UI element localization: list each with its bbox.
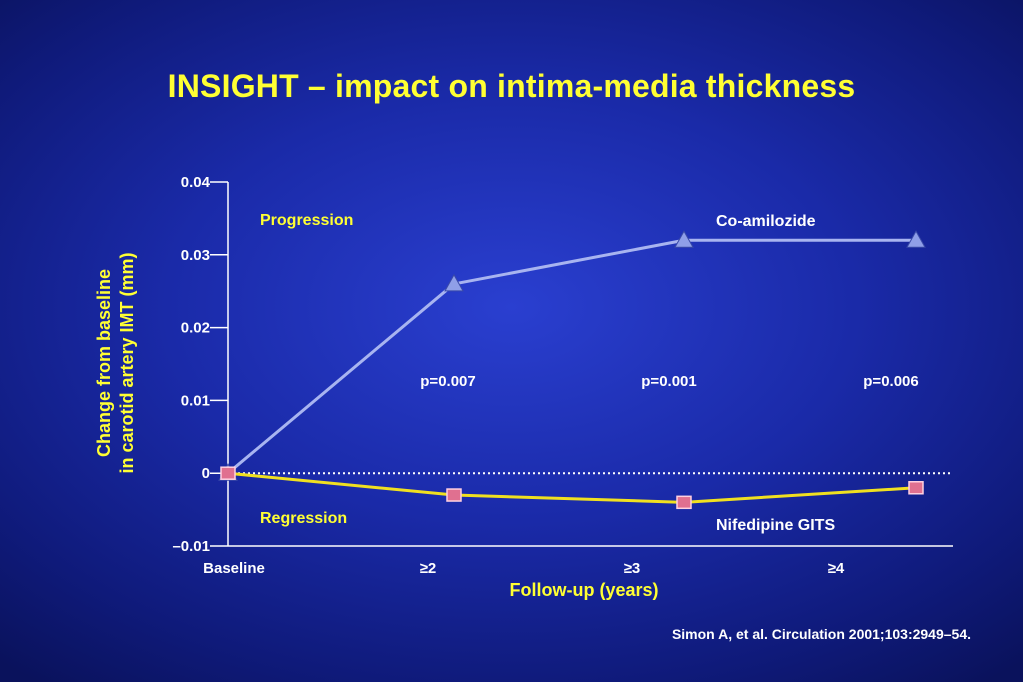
y-axis-ticks: 0.04 0.03 0.02 0.01 0 –0.01 xyxy=(172,174,228,555)
y-tick-label: 0 xyxy=(202,465,210,482)
x-tick-label: ≥3 xyxy=(624,560,641,577)
x-tick-label: ≥4 xyxy=(828,560,845,577)
citation: Simon A, et al. Circulation 2001;103:294… xyxy=(671,626,971,642)
pvalue-label-2y: p=0.007 xyxy=(420,373,475,390)
co-amilozide-series-label: Co-amilozide xyxy=(716,213,816,230)
co-amilozide-point xyxy=(674,230,694,248)
nifedipine-series-label: Nifedipine GITS xyxy=(716,517,835,534)
nifedipine-gits-point xyxy=(220,466,236,480)
slide-title: INSIGHT – impact on intima-media thickne… xyxy=(167,68,856,104)
regression-label: Regression xyxy=(260,510,347,527)
nifedipine-gits-point xyxy=(446,488,462,502)
y-tick-label: 0.01 xyxy=(181,392,210,409)
y-tick-label: –0.01 xyxy=(172,538,210,555)
x-tick-label: Baseline xyxy=(203,560,265,577)
co-amilozide-point xyxy=(444,273,464,292)
x-tick-label: ≥2 xyxy=(420,560,437,577)
x-axis-title: Follow-up (years) xyxy=(509,580,658,600)
pvalue-label-3y: p=0.001 xyxy=(641,373,696,390)
y-axis-title-line2: in carotid artery IMT (mm) xyxy=(117,252,137,473)
progression-label: Progression xyxy=(260,212,353,229)
chart-series xyxy=(218,230,926,510)
y-tick-label: 0.03 xyxy=(181,247,210,264)
nifedipine-gits-point xyxy=(908,481,924,495)
y-tick-label: 0.04 xyxy=(181,174,211,191)
series-line-nifedipine-gits xyxy=(227,471,917,504)
pvalue-label-4y: p=0.006 xyxy=(863,373,918,390)
nifedipine-gits-point xyxy=(676,495,692,510)
y-axis-title-line1: Change from baseline xyxy=(94,269,114,457)
chart-labels: Change from baseline in carotid artery I… xyxy=(94,212,919,600)
x-axis-ticks: Baseline ≥2 ≥3 ≥4 xyxy=(203,560,845,577)
co-amilozide-point xyxy=(906,230,926,248)
series-line-co-amilozide xyxy=(227,238,916,475)
chart-axes xyxy=(227,182,953,547)
y-tick-label: 0.02 xyxy=(181,320,210,337)
